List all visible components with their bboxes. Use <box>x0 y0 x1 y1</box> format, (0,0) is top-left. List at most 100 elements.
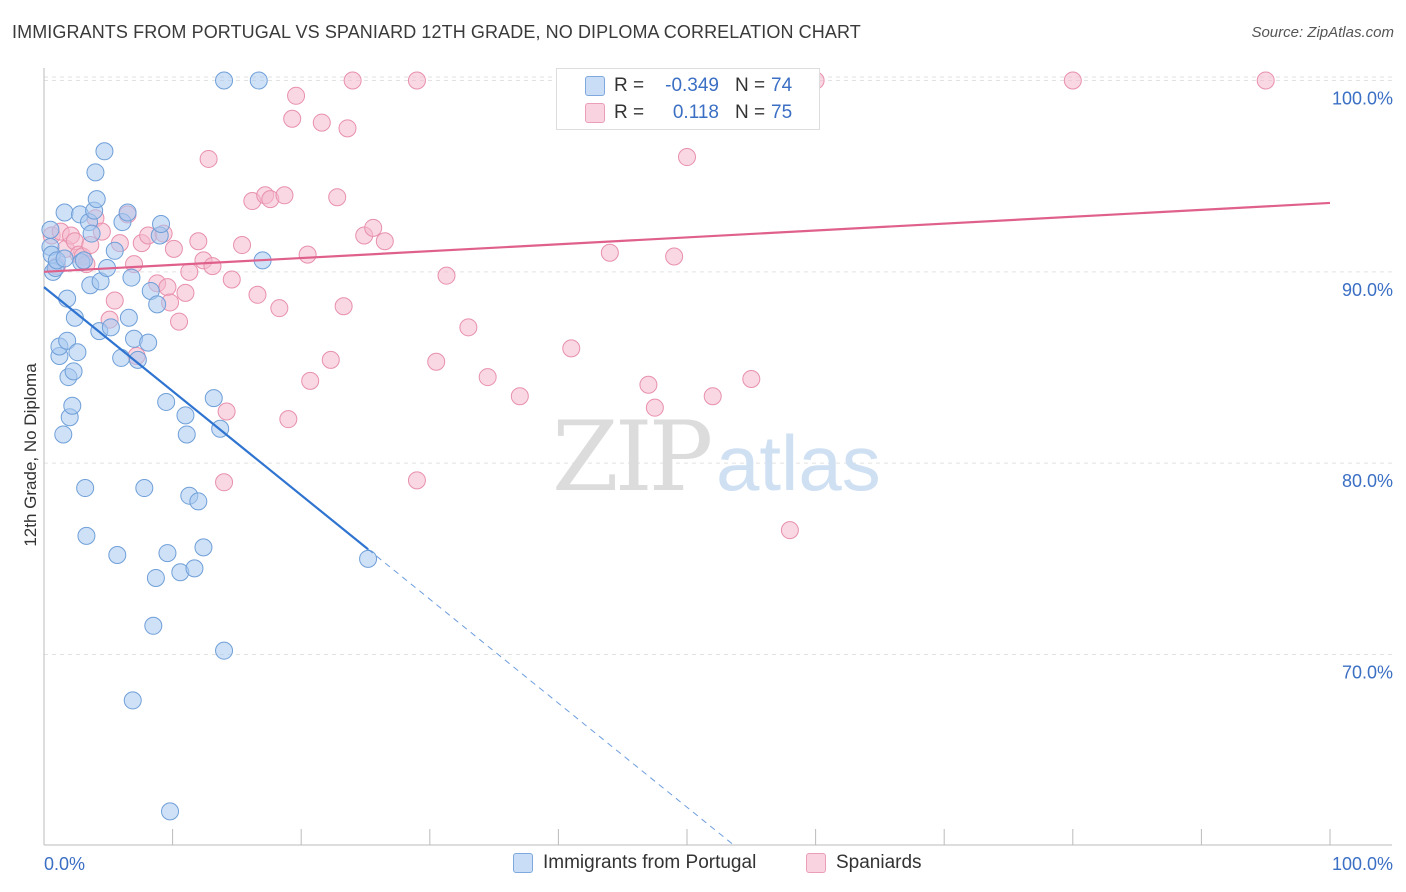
legend-label-portugal: Immigrants from Portugal <box>543 852 757 873</box>
legend-label-spaniards: Spaniards <box>836 852 922 873</box>
stats-swatch-spaniards <box>585 103 605 123</box>
stats-row-spaniards: R = 0.118 N = 75 <box>557 100 819 126</box>
stats-n-label: N = <box>735 102 766 123</box>
point-spaniards <box>203 257 222 276</box>
point-portugal <box>135 479 154 498</box>
legend-swatch-spaniards <box>806 853 826 873</box>
point-spaniards <box>270 299 289 318</box>
point-portugal <box>108 546 127 565</box>
trendline-portugal-extension <box>367 548 733 845</box>
point-portugal <box>123 691 142 710</box>
point-portugal <box>74 251 93 270</box>
point-spaniards <box>665 247 684 266</box>
point-portugal <box>215 641 234 660</box>
stats-r-label: R = <box>614 75 645 96</box>
point-spaniards <box>222 270 241 289</box>
point-portugal <box>215 71 234 90</box>
point-portugal <box>101 318 120 337</box>
point-spaniards <box>105 291 124 310</box>
stats-n-value-portugal: 74 <box>771 75 793 96</box>
point-portugal <box>359 549 378 568</box>
point-spaniards <box>321 350 340 369</box>
point-spaniards <box>364 218 383 237</box>
point-spaniards <box>459 318 478 337</box>
point-spaniards <box>343 71 362 90</box>
stats-r-value-spaniards: 0.118 <box>672 102 719 123</box>
point-spaniards <box>1256 71 1275 90</box>
watermark-zip: ZIP <box>552 401 711 513</box>
y-tick-label: 80.0% <box>1342 471 1393 491</box>
point-portugal <box>55 249 74 268</box>
point-spaniards <box>312 113 331 132</box>
point-spaniards <box>562 339 581 358</box>
point-portugal <box>87 190 106 209</box>
point-spaniards <box>176 283 195 302</box>
point-portugal <box>194 538 213 557</box>
stats-swatch-portugal <box>585 76 605 96</box>
source-label: Source: ZipAtlas.com <box>1251 24 1394 41</box>
point-portugal <box>189 492 208 511</box>
point-spaniards <box>180 262 199 281</box>
point-spaniards <box>170 312 189 331</box>
point-portugal <box>82 224 101 243</box>
point-spaniards <box>301 371 320 390</box>
point-portugal <box>146 568 165 587</box>
legend-item-spaniards[interactable]: Spaniards <box>806 852 922 874</box>
chart-title: IMMIGRANTS FROM PORTUGAL VS SPANIARD 12T… <box>12 22 861 42</box>
y-tick-label: 100.0% <box>1332 89 1393 109</box>
point-portugal <box>128 350 147 369</box>
point-spaniards <box>287 86 306 105</box>
points-layer <box>41 71 1275 821</box>
point-portugal <box>86 163 105 182</box>
trend-layer <box>43 201 1331 845</box>
point-spaniards <box>600 243 619 262</box>
stats-row-portugal: R = -0.349 N = 74 <box>557 73 819 99</box>
watermark: ZIP atlas <box>552 401 881 513</box>
point-portugal <box>95 142 114 161</box>
point-spaniards <box>678 148 696 167</box>
point-spaniards <box>375 232 394 251</box>
point-spaniards <box>328 188 347 207</box>
point-portugal <box>176 406 195 425</box>
point-spaniards <box>298 245 317 264</box>
point-spaniards <box>199 149 218 168</box>
point-spaniards <box>437 266 456 285</box>
point-spaniards <box>639 375 658 394</box>
axes-layer <box>43 68 1392 846</box>
point-portugal <box>152 215 171 233</box>
point-spaniards <box>189 232 208 251</box>
point-portugal <box>77 526 96 545</box>
point-portugal <box>68 343 87 362</box>
y-tick-label: 90.0% <box>1342 280 1393 300</box>
point-portugal <box>64 362 83 381</box>
x-tick-label-min: 0.0% <box>44 854 85 874</box>
point-portugal <box>118 203 137 222</box>
point-spaniards <box>233 236 252 255</box>
point-spaniards <box>742 369 761 388</box>
point-spaniards <box>215 473 234 492</box>
legend-item-portugal[interactable]: Immigrants from Portugal <box>513 852 756 874</box>
point-spaniards <box>407 471 426 490</box>
point-portugal <box>76 479 95 498</box>
stats-legend-box: R = -0.349 N = 74 R = 0.118 N = 75 <box>556 68 820 130</box>
trendline-spaniards <box>43 201 1331 273</box>
grid-layer <box>44 76 1392 655</box>
point-portugal <box>148 295 167 314</box>
point-spaniards <box>248 285 267 304</box>
point-portugal <box>55 203 74 222</box>
point-spaniards <box>478 368 497 387</box>
point-portugal <box>63 396 82 415</box>
point-portugal <box>112 348 131 367</box>
point-spaniards <box>164 239 183 258</box>
point-spaniards <box>645 398 664 417</box>
point-portugal <box>158 544 177 563</box>
labels-layer: 70.0% 80.0% 90.0% 100.0% 0.0% 100.0% <box>44 89 1393 875</box>
point-spaniards <box>217 402 236 421</box>
point-spaniards <box>279 410 298 429</box>
y-axis-title: 12th Grade, No Diploma <box>21 363 40 547</box>
point-portugal <box>177 425 196 444</box>
watermark-atlas: atlas <box>716 419 881 507</box>
point-spaniards <box>338 119 357 138</box>
point-portugal <box>204 389 223 408</box>
